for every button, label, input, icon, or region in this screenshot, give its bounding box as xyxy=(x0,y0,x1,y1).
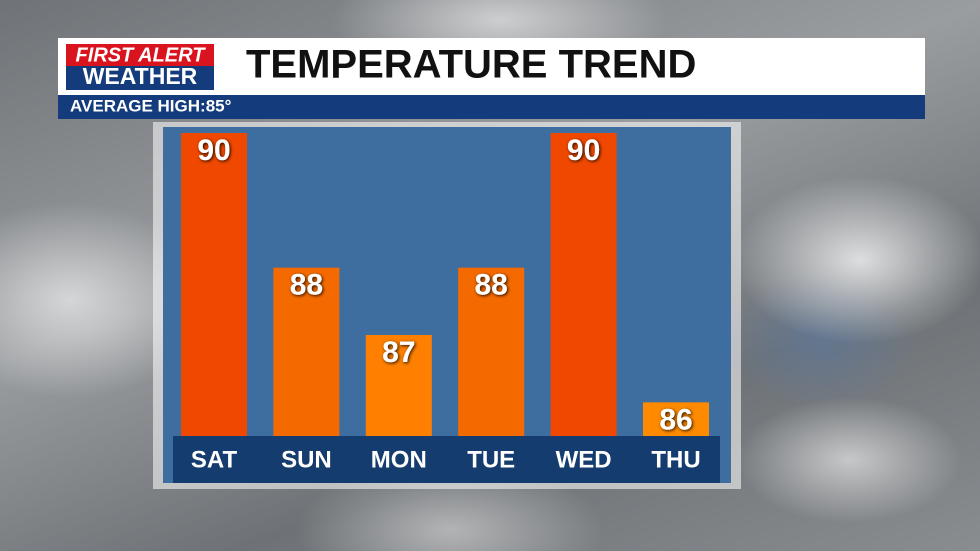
x-tick-label: WED xyxy=(556,446,612,473)
bar xyxy=(181,133,247,436)
value-label: 90 xyxy=(567,134,600,167)
bar xyxy=(365,335,432,436)
logo-blue xyxy=(66,66,214,90)
bar xyxy=(550,133,617,436)
bar xyxy=(643,402,709,436)
value-label: 86 xyxy=(659,403,692,436)
chart-title: TEMPERATURE TREND xyxy=(246,43,696,87)
bar xyxy=(458,267,525,436)
logo-line2: WEATHER xyxy=(83,63,198,89)
x-tick-label: MON xyxy=(371,446,427,473)
category-strip xyxy=(173,436,720,483)
logo-red xyxy=(66,44,214,66)
value-label: 90 xyxy=(197,134,230,167)
value-label: 88 xyxy=(290,269,323,302)
bar xyxy=(273,267,340,436)
x-tick-label: SUN xyxy=(281,446,332,473)
value-label: 88 xyxy=(475,269,508,302)
subtitle: AVERAGE HIGH:85° xyxy=(70,96,232,115)
x-tick-label: SAT xyxy=(191,446,238,473)
x-tick-label: TUE xyxy=(467,446,515,473)
logo-line1: FIRST ALERT xyxy=(76,44,207,66)
x-tick-label: THU xyxy=(651,446,700,473)
panel xyxy=(163,127,731,483)
subtitle-bar xyxy=(58,95,925,119)
value-label: 87 xyxy=(382,336,415,369)
